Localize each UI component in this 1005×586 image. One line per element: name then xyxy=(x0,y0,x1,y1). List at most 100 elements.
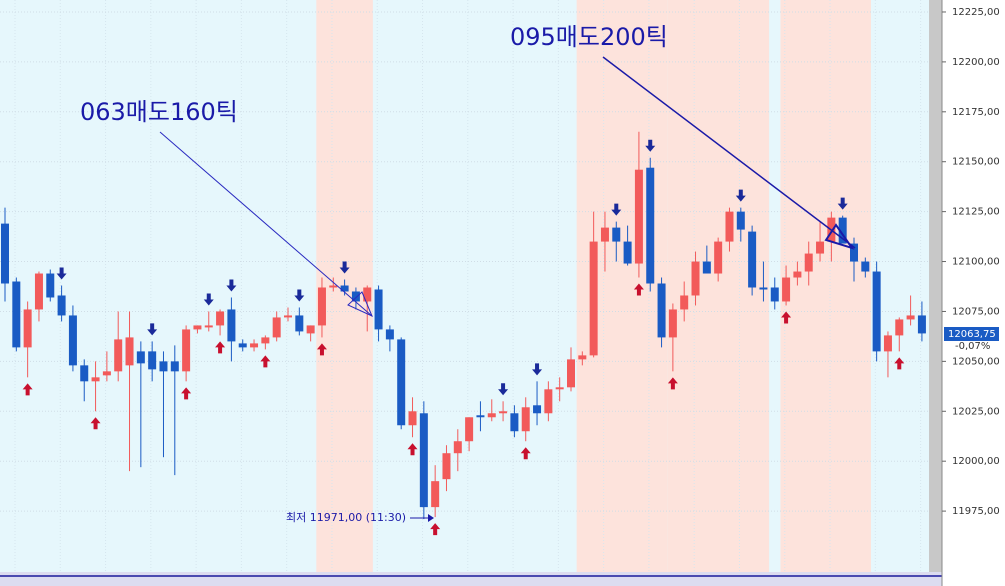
y-tick-label: 12100,00 xyxy=(952,257,1000,268)
candle-body xyxy=(612,227,621,242)
sell-signal xyxy=(645,139,656,152)
scrollbar xyxy=(929,0,942,572)
change-label: -0,07% xyxy=(955,341,990,352)
sell-signal xyxy=(339,261,350,274)
y-tick-label: 12050,00 xyxy=(952,356,1000,367)
y-tick-label: 11975,00 xyxy=(952,506,1000,517)
candle-body xyxy=(182,329,191,372)
candle-body xyxy=(385,329,394,340)
candle-body xyxy=(12,281,21,348)
candle-body xyxy=(23,309,32,348)
candle-body xyxy=(68,315,77,366)
buy-signal xyxy=(430,523,441,536)
buy-signal xyxy=(215,341,226,354)
candle-body xyxy=(680,295,689,310)
candle-body xyxy=(589,241,598,356)
sell-signal xyxy=(226,279,237,292)
sell-signal xyxy=(498,383,509,396)
candle-body xyxy=(600,227,609,242)
candle-body xyxy=(759,287,768,290)
candle-body xyxy=(725,211,734,242)
candle-body xyxy=(748,231,757,288)
candle-body xyxy=(668,309,677,338)
candle-body xyxy=(80,365,89,382)
candle-body xyxy=(555,387,564,390)
candle-body xyxy=(567,359,575,388)
y-tick-label: 12025,00 xyxy=(952,406,1000,417)
candle-body xyxy=(465,417,474,442)
sell-signal xyxy=(532,363,543,376)
low-label: 최저 11971,00 (11:30) xyxy=(286,511,406,524)
candle-body xyxy=(804,253,813,272)
candle-body xyxy=(317,287,326,326)
candle-body xyxy=(646,167,655,284)
candle-body xyxy=(125,337,134,366)
last-price-label: 12063,75 xyxy=(948,329,996,340)
candle-body xyxy=(46,273,55,298)
annotation: 095매도200틱 xyxy=(510,23,668,51)
candle-body xyxy=(736,211,745,230)
buy-signal xyxy=(407,443,418,456)
candle-body xyxy=(227,309,236,342)
candle-body xyxy=(1,223,9,284)
buy-signal xyxy=(520,447,531,460)
y-tick-label: 12200,00 xyxy=(952,57,1000,68)
sell-signal xyxy=(735,189,746,202)
bottom-strip xyxy=(0,572,942,586)
candle-body xyxy=(431,481,440,508)
candle-body xyxy=(861,261,870,272)
candle-body xyxy=(216,311,225,326)
buy-signal xyxy=(633,283,644,296)
buy-signal xyxy=(181,387,192,400)
candle-body xyxy=(533,405,542,414)
annotation: 063매도160틱 xyxy=(80,98,238,126)
last-price-box xyxy=(944,327,999,341)
annotation-arrowhead xyxy=(347,291,373,317)
candle-body xyxy=(917,315,926,334)
candle-body xyxy=(657,283,666,338)
candle-body xyxy=(544,389,553,414)
candle-body xyxy=(521,407,530,432)
candle-body xyxy=(510,413,519,432)
candle-body xyxy=(408,411,417,426)
candle-body xyxy=(702,261,711,274)
candle-body xyxy=(487,413,496,418)
candle-body xyxy=(634,169,643,264)
candle-body xyxy=(476,415,485,418)
candle-body xyxy=(850,243,858,262)
buy-signal xyxy=(260,355,271,368)
candle-body xyxy=(442,453,451,480)
candle-body xyxy=(397,339,406,426)
candle-body xyxy=(91,377,100,382)
candle-body xyxy=(250,343,259,348)
buy-signal xyxy=(90,417,101,430)
candle-body xyxy=(351,291,360,302)
y-tick-label: 12125,00 xyxy=(952,207,1000,218)
candle-body xyxy=(883,335,892,352)
candle-body xyxy=(193,325,202,330)
y-tick-label: 12000,00 xyxy=(952,456,1000,467)
candle-body xyxy=(306,325,315,334)
candle-body xyxy=(623,241,632,264)
candle-body xyxy=(816,241,825,254)
candle-body xyxy=(714,241,723,274)
candle-body xyxy=(793,271,802,278)
candle-body xyxy=(159,361,168,372)
candle-body xyxy=(691,261,700,296)
sell-signal xyxy=(56,267,67,280)
y-tick-label: 12175,00 xyxy=(952,107,1000,118)
sell-signal xyxy=(837,197,848,210)
annotation-arrow xyxy=(602,56,856,249)
candle-body xyxy=(114,339,123,372)
buy-signal xyxy=(667,377,678,390)
buy-signal xyxy=(894,357,905,370)
candle-body xyxy=(872,271,881,352)
candle-body xyxy=(838,217,847,244)
candle-body xyxy=(57,295,66,316)
candle-body xyxy=(770,287,779,302)
candle-body xyxy=(374,289,383,330)
candle-body xyxy=(419,413,428,508)
candle-body xyxy=(453,441,462,454)
annotation-arrowhead xyxy=(824,223,855,250)
